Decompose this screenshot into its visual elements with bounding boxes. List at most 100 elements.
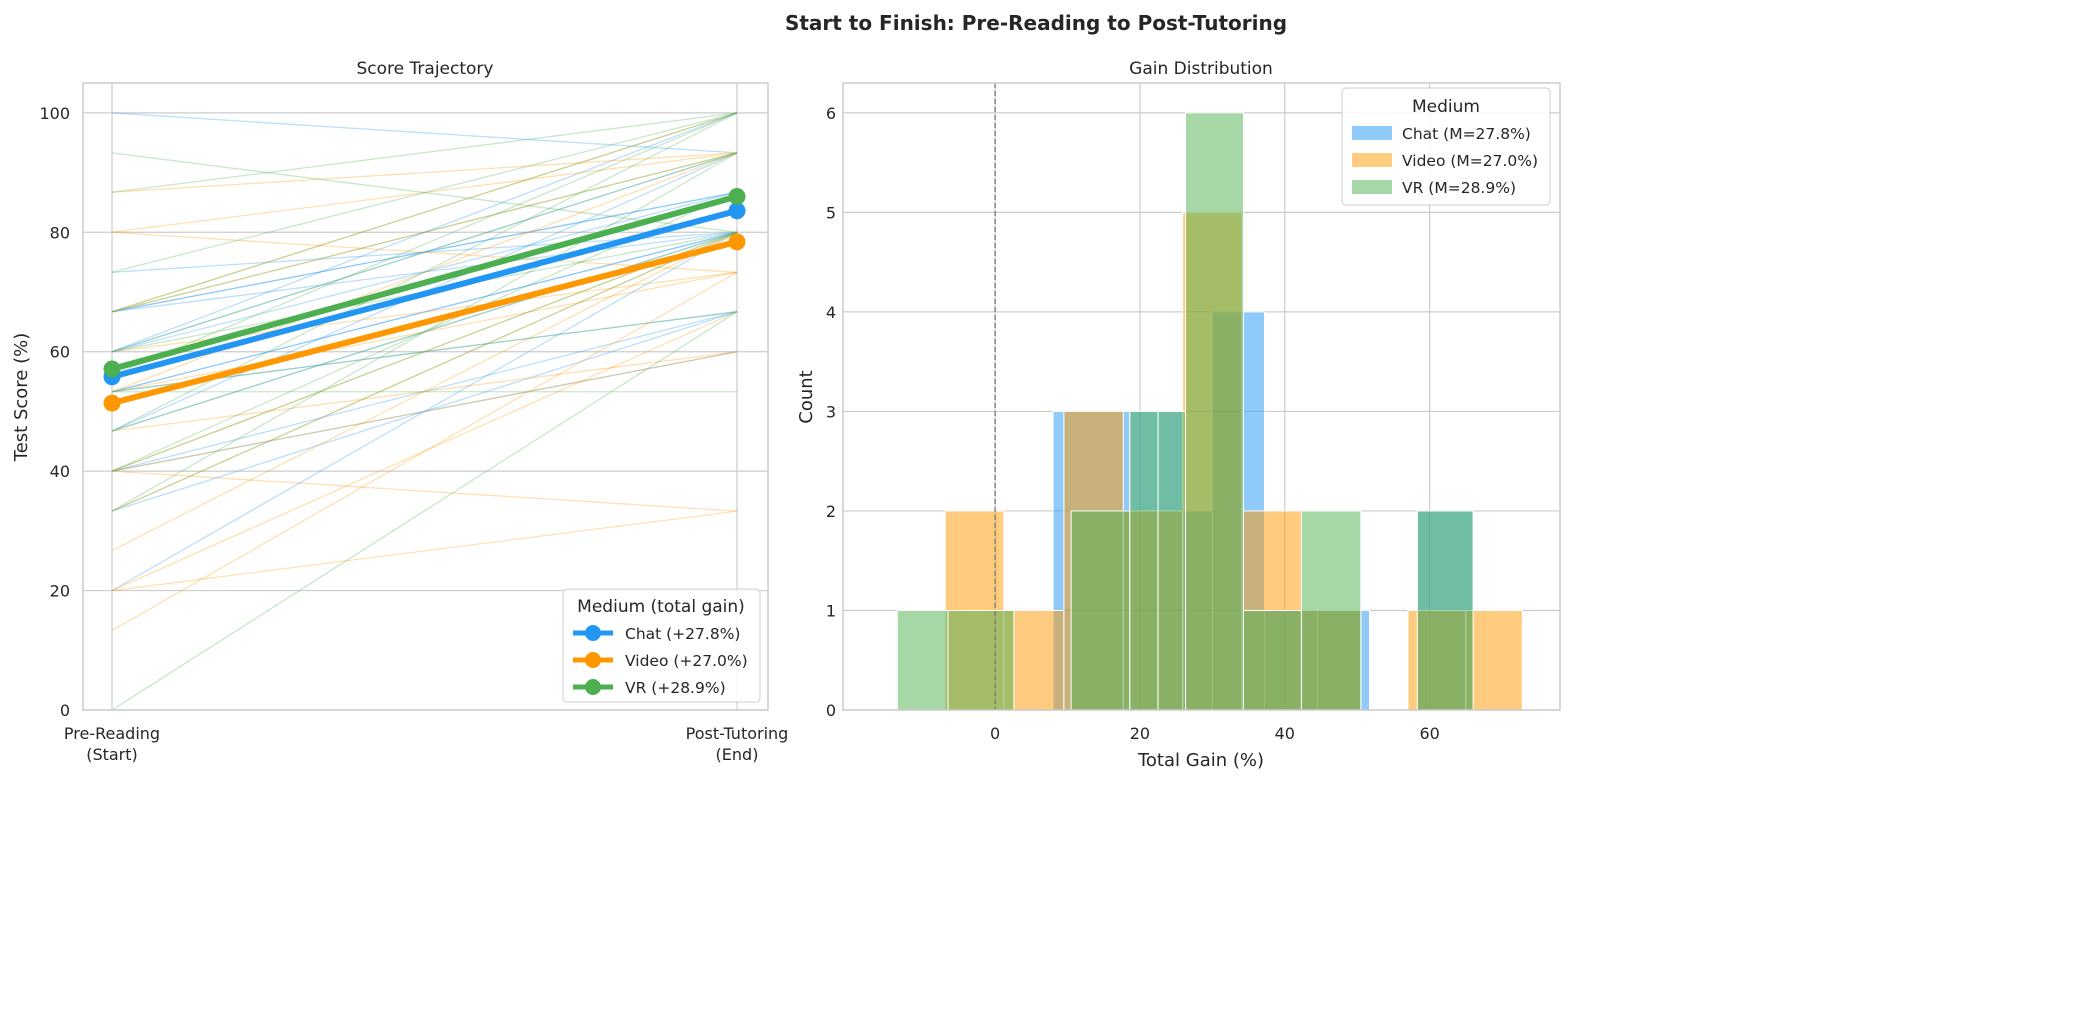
hist-bar-vr <box>1157 410 1187 711</box>
student-line-vr <box>111 231 738 432</box>
student-line-vr <box>111 152 738 512</box>
mean-point-chat <box>728 202 746 220</box>
x-tick-label: 0 <box>990 724 1000 743</box>
legend-label: Chat (M=27.8%) <box>1402 125 1531 143</box>
mean-point-video <box>103 394 121 412</box>
student-line-vr <box>111 311 738 711</box>
student-line-video <box>111 152 738 313</box>
mean-point-video <box>728 233 746 251</box>
gain-legend: Medium Chat (M=27.8%) Video (M=27.0%) VR (M… <box>1341 87 1551 206</box>
x-tick-label: 40 <box>1275 724 1295 743</box>
student-line-vr <box>111 152 738 313</box>
mean-point-vr <box>728 187 746 205</box>
y-tick-label: 3 <box>826 402 836 421</box>
gain-title: Gain Distribution <box>1129 59 1273 79</box>
student-line-video <box>111 112 738 313</box>
legend-swatch-vr <box>1352 180 1392 194</box>
legend-label: VR (+28.9%) <box>625 679 726 697</box>
student-line-chat <box>111 191 738 353</box>
hist-bar-vr <box>1300 510 1362 711</box>
student-line-video <box>111 152 738 233</box>
legend-box <box>562 588 761 703</box>
y-tick-label: 0 <box>826 701 836 720</box>
y-tick-label: 0 <box>60 701 70 720</box>
student-line-chat <box>111 311 738 512</box>
hist-bar-vr <box>1243 609 1302 711</box>
student-line-video <box>111 351 738 432</box>
student-line-video <box>111 231 738 512</box>
student-line-video <box>111 152 738 193</box>
legend-title: Medium <box>1412 97 1480 117</box>
legend-marker-video <box>585 652 601 668</box>
gain-xlabel: Total Gain (%) <box>1137 750 1264 771</box>
hist-bar-vr <box>1070 510 1131 711</box>
student-line-vr <box>111 152 738 353</box>
legend-swatch-chat <box>1352 126 1392 140</box>
student-line-chat <box>111 191 738 313</box>
figure-title: Start to Finish: Pre-Reading to Post-Tut… <box>785 11 1287 35</box>
hist-bar-vr <box>1129 410 1159 711</box>
hist-bar-vr <box>1185 112 1245 711</box>
legend-box <box>1341 87 1551 206</box>
mean-line-vr <box>111 193 738 372</box>
mean-line-chat <box>111 207 738 380</box>
trajectory-legend: Medium (total gain) Chat (+27.8%) Video (+… <box>562 588 761 703</box>
student-line-video <box>111 271 738 393</box>
y-tick-label: 6 <box>826 104 836 123</box>
y-tick-label: 20 <box>50 582 70 601</box>
student-line-vr <box>111 112 738 313</box>
legend-title: Medium (total gain) <box>577 597 745 617</box>
y-tick-label: 40 <box>50 462 70 481</box>
student-line-vr <box>111 152 738 233</box>
hist-bar-video <box>1465 609 1523 711</box>
y-tick-label: 80 <box>50 223 70 242</box>
student-line-vr <box>111 112 738 432</box>
legend-label: Video (+27.0%) <box>625 652 748 670</box>
x-tick-label: 20 <box>1130 724 1150 743</box>
mean-point-vr <box>103 360 121 378</box>
student-line-vr <box>111 112 738 193</box>
gain-frame <box>842 82 1561 711</box>
student-line-video <box>111 510 738 592</box>
trajectory-title: Score Trajectory <box>357 59 494 79</box>
gain-ylabel: Count <box>796 370 817 423</box>
legend-marker-vr <box>585 679 601 695</box>
student-line-video <box>111 311 738 592</box>
student-line-vr <box>111 231 738 512</box>
y-tick-label: 60 <box>50 343 70 362</box>
student-line-video <box>111 231 738 552</box>
student-line-chat <box>111 191 738 313</box>
y-tick-label: 2 <box>826 502 836 521</box>
student-line-chat <box>111 231 738 393</box>
x-tick-label: Post-Tutoring <box>686 724 789 743</box>
y-tick-label: 1 <box>826 601 836 620</box>
student-line-chat <box>111 231 738 592</box>
student-line-chat <box>111 112 738 353</box>
y-tick-label: 100 <box>39 104 70 123</box>
legend-swatch-video <box>1352 153 1392 167</box>
hist-bar-vr <box>896 609 949 711</box>
student-line-video <box>111 271 738 632</box>
legend-label: Chat (+27.8%) <box>625 625 740 643</box>
student-line-vr <box>111 112 738 377</box>
x-tick-label: 60 <box>1419 724 1439 743</box>
student-line-chat <box>111 152 738 353</box>
y-tick-label: 5 <box>826 203 836 222</box>
mean-line-video <box>111 238 738 406</box>
x-tick-label: (Start) <box>86 745 138 764</box>
student-line-video <box>111 351 738 472</box>
hist-bar-vr <box>947 609 1015 711</box>
student-line-vr <box>111 112 738 273</box>
legend-label: Video (M=27.0%) <box>1402 152 1538 170</box>
student-line-chat <box>111 112 738 154</box>
x-tick-label: Pre-Reading <box>64 724 160 743</box>
hist-bar-vr <box>1416 510 1474 711</box>
student-line-chat <box>111 231 738 393</box>
student-line-video <box>111 231 738 472</box>
trajectory-axes: Score Trajectory 0 20 40 60 80 100 Pre-Reading… <box>11 59 788 764</box>
student-line-chat <box>111 351 738 472</box>
student-line-chat <box>111 231 738 313</box>
student-line-chat <box>111 311 738 472</box>
